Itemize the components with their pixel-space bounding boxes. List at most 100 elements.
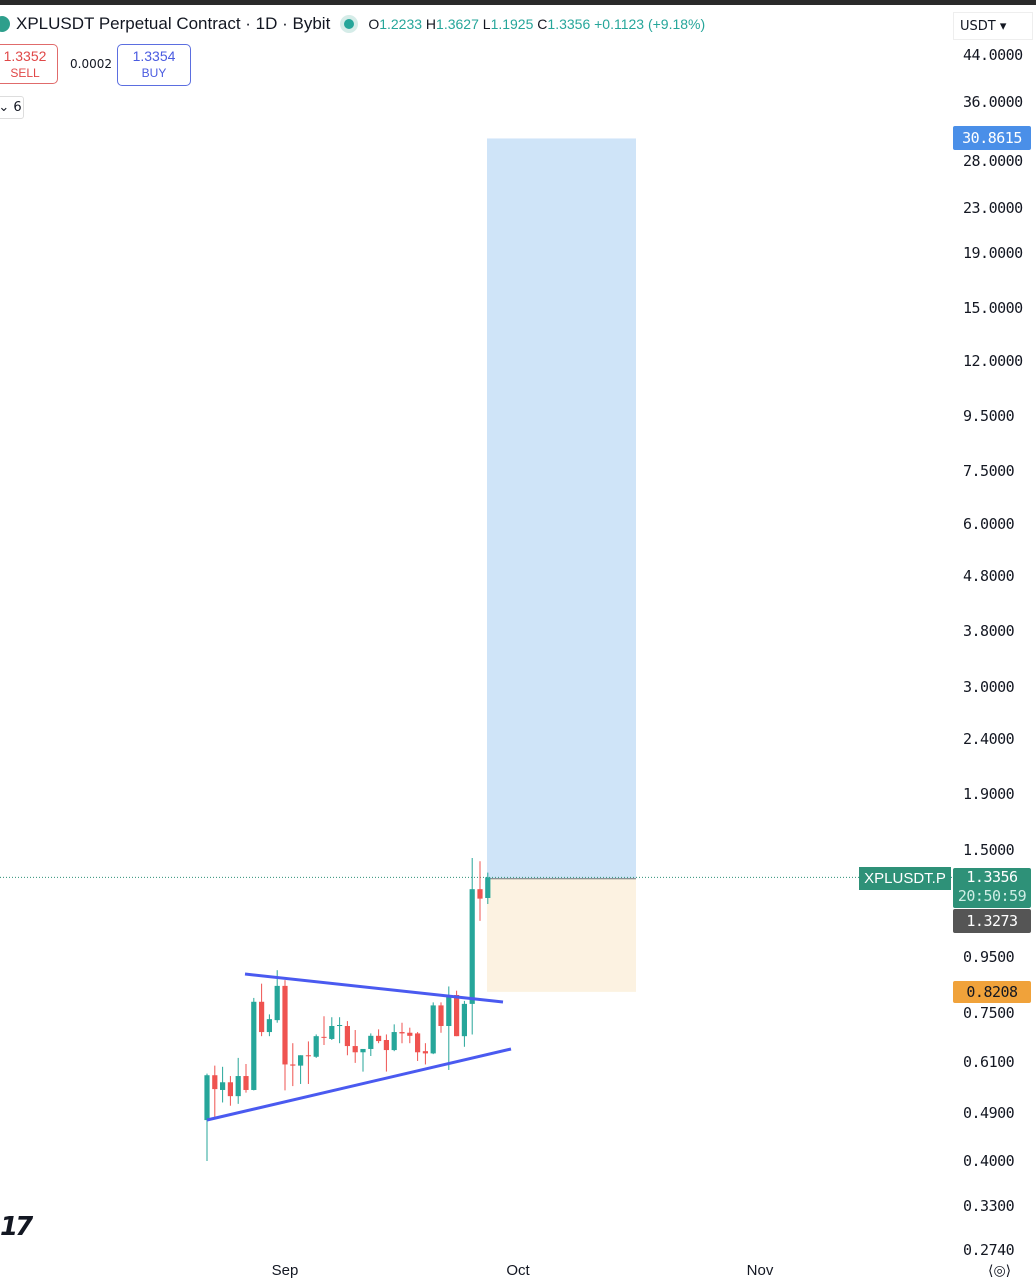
candle[interactable] xyxy=(235,1057,241,1104)
candle[interactable] xyxy=(204,1073,210,1162)
chart-legend: XPLUSDT Perpetual Contract · 1D · Bybit … xyxy=(0,14,705,34)
stop-zone[interactable] xyxy=(487,878,636,992)
candle[interactable] xyxy=(259,983,265,1037)
candle[interactable] xyxy=(469,857,475,1035)
candle[interactable] xyxy=(446,986,452,1070)
y-tick-label: 0.7500 xyxy=(963,1004,1015,1023)
candle-body xyxy=(438,1005,444,1027)
candle-body xyxy=(477,889,483,899)
candle[interactable] xyxy=(266,1014,272,1037)
triangle-lower-trendline[interactable] xyxy=(206,1047,512,1122)
candle[interactable] xyxy=(368,1033,374,1057)
candle[interactable] xyxy=(422,1043,428,1065)
candle[interactable] xyxy=(290,1043,296,1087)
candle-body xyxy=(391,1032,397,1051)
buy-button[interactable]: 1.3354 BUY xyxy=(117,44,191,86)
symbol-title[interactable]: XPLUSDT Perpetual Contract · 1D · Bybit xyxy=(16,14,331,33)
buy-price: 1.3354 xyxy=(132,48,176,64)
candle[interactable] xyxy=(391,1024,397,1052)
candle-body xyxy=(274,985,280,1021)
sell-button[interactable]: 1.3352 SELL xyxy=(0,44,58,84)
candle[interactable] xyxy=(399,1022,405,1044)
x-tick-label: Nov xyxy=(746,1262,774,1279)
candle-body xyxy=(344,1026,350,1047)
sell-label: SELL xyxy=(10,66,40,80)
candle-body xyxy=(407,1032,413,1036)
candle-body xyxy=(313,1036,319,1057)
candle-body xyxy=(227,1082,233,1097)
candle[interactable] xyxy=(329,1017,335,1041)
y-tick-label: 6.0000 xyxy=(963,514,1015,533)
candle-body xyxy=(235,1076,241,1097)
candle-body xyxy=(298,1055,304,1066)
y-tick-label: 0.4900 xyxy=(963,1104,1015,1123)
candle-body xyxy=(376,1035,382,1042)
y-tick-label: 44.0000 xyxy=(963,46,1023,64)
candle[interactable] xyxy=(298,1055,304,1084)
market-open-icon xyxy=(344,19,355,29)
y-tick-label: 19.0000 xyxy=(963,243,1023,262)
candle[interactable] xyxy=(415,1032,421,1061)
candle-body xyxy=(454,995,460,1037)
candle[interactable] xyxy=(305,1041,311,1084)
x-tick-label: Sep xyxy=(271,1262,299,1279)
candle[interactable] xyxy=(243,1064,249,1093)
y-tick-label: 1.9000 xyxy=(963,785,1015,804)
buy-label: BUY xyxy=(141,66,167,80)
candle[interactable] xyxy=(251,997,257,1091)
candle[interactable] xyxy=(461,1000,467,1047)
candle-body xyxy=(290,1064,296,1066)
candle[interactable] xyxy=(360,1048,366,1072)
candle[interactable] xyxy=(337,1017,343,1044)
indicators-toggle[interactable]: ⌄ 6 xyxy=(0,96,24,119)
candle[interactable] xyxy=(220,1066,226,1103)
candle[interactable] xyxy=(313,1034,319,1058)
y-tick-label: 23.0000 xyxy=(963,198,1023,217)
spread-value: 0.0002 xyxy=(70,57,112,71)
settings-icon[interactable]: ⟨◎⟩ xyxy=(988,1263,1012,1279)
y-tick-label: 3.8000 xyxy=(963,622,1015,641)
candle-body xyxy=(352,1046,358,1053)
symbol-logo-icon xyxy=(0,16,10,32)
stop-price-tag: 0.8208 xyxy=(953,980,1031,1003)
candle-body xyxy=(204,1075,210,1121)
x-tick-label: Oct xyxy=(506,1262,530,1279)
y-tick-label: 0.3300 xyxy=(963,1197,1015,1216)
y-tick-label: 36.0000 xyxy=(963,93,1023,112)
candle[interactable] xyxy=(212,1065,218,1119)
candle[interactable] xyxy=(352,1030,358,1063)
candle-body xyxy=(305,1055,311,1057)
last-price-tag: 1.3356 20:50:59 xyxy=(953,868,1031,908)
y-tick-label: 28.0000 xyxy=(963,152,1023,171)
entry-price-tag: 1.3273 xyxy=(953,908,1031,933)
tradingview-logo[interactable]: 17 xyxy=(0,1212,33,1242)
candle-body xyxy=(430,1005,436,1054)
candle[interactable] xyxy=(430,1002,436,1055)
candle[interactable] xyxy=(376,1029,382,1044)
y-tick-label: 2.4000 xyxy=(963,730,1015,749)
candle-body xyxy=(251,1001,257,1090)
currency-select[interactable]: USDT ▾ xyxy=(953,12,1033,40)
target-zone[interactable] xyxy=(487,138,636,879)
candle[interactable] xyxy=(383,1034,389,1072)
triangle-upper-trendline[interactable] xyxy=(244,972,504,1004)
y-tick-label: 9.5000 xyxy=(963,406,1015,425)
candle-body xyxy=(469,889,475,1004)
ohlc-values: O1.2233 H1.3627 L1.1925 C1.3356 +0.1123 … xyxy=(368,16,706,32)
y-tick-label: 0.4000 xyxy=(963,1152,1015,1171)
candle[interactable] xyxy=(321,1016,327,1045)
candle[interactable] xyxy=(407,1027,413,1044)
candle[interactable] xyxy=(438,1002,444,1033)
candle[interactable] xyxy=(485,872,491,904)
y-tick-label: 3.0000 xyxy=(963,677,1015,696)
candle[interactable] xyxy=(344,1021,350,1056)
candle[interactable] xyxy=(282,980,288,1091)
candle-body xyxy=(243,1076,249,1090)
candle[interactable] xyxy=(227,1076,233,1106)
candle[interactable] xyxy=(477,861,483,921)
y-tick-label: 0.2740 xyxy=(963,1241,1015,1260)
y-tick-label: 15.0000 xyxy=(963,299,1023,318)
candle-body xyxy=(485,877,491,898)
candle-body xyxy=(337,1025,343,1027)
